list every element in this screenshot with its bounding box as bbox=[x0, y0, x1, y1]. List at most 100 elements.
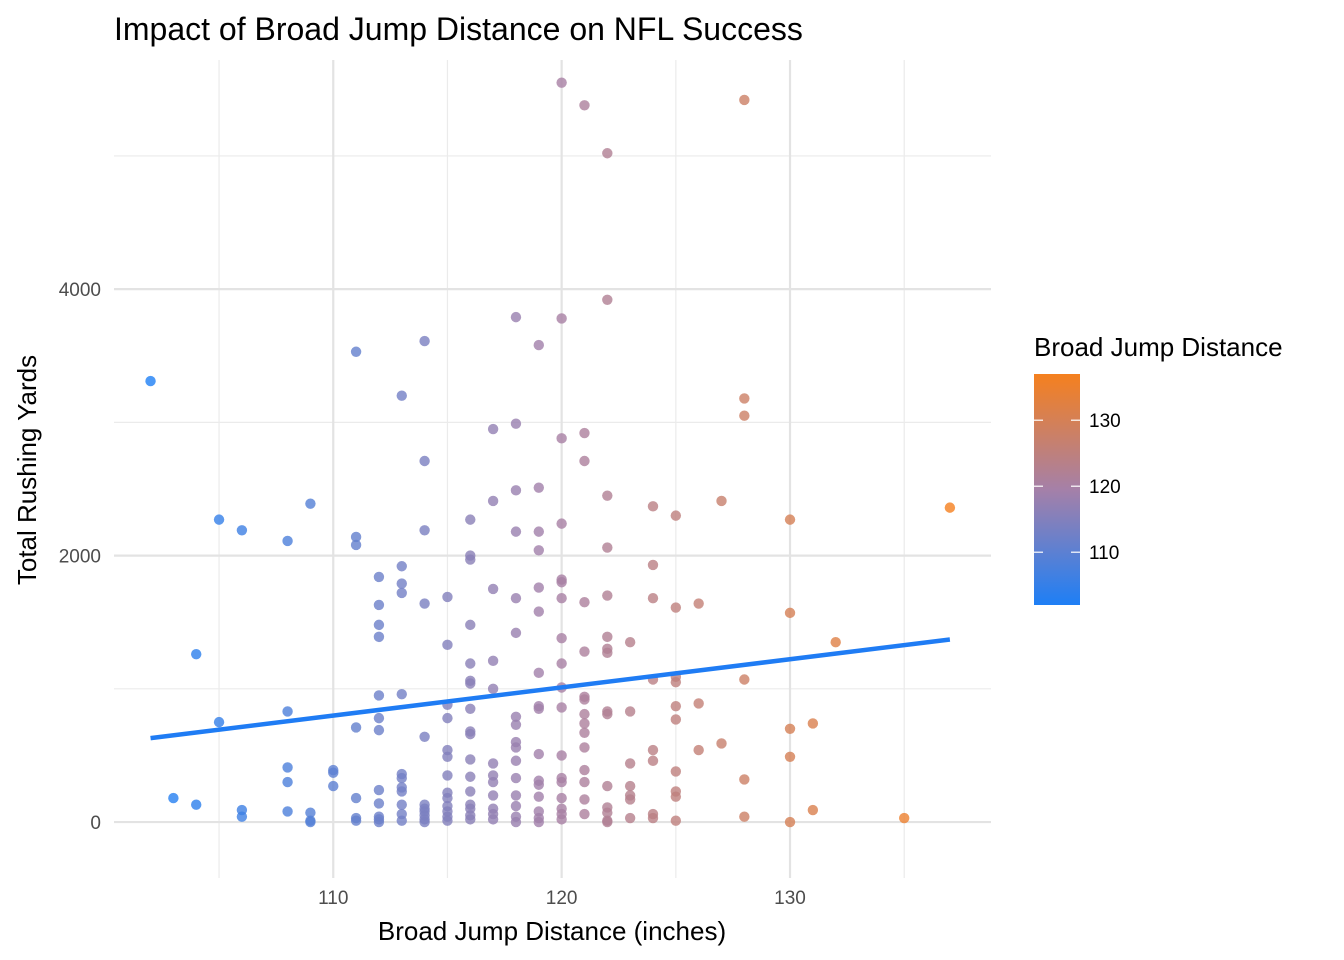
data-point bbox=[807, 718, 819, 729]
data-point bbox=[556, 792, 567, 804]
legend-title: Broad Jump Distance bbox=[1034, 332, 1283, 362]
data-point bbox=[465, 771, 476, 782]
data-point bbox=[579, 427, 590, 439]
data-point bbox=[579, 776, 590, 788]
data-point bbox=[556, 518, 567, 529]
x-tick-label: 120 bbox=[546, 888, 578, 909]
data-point bbox=[282, 535, 293, 547]
data-point bbox=[396, 390, 407, 401]
data-point bbox=[510, 311, 522, 323]
data-point bbox=[510, 526, 522, 537]
data-point bbox=[487, 495, 499, 507]
data-point bbox=[328, 767, 339, 778]
data-point bbox=[465, 703, 476, 715]
data-point bbox=[465, 754, 476, 765]
data-point bbox=[624, 794, 636, 805]
data-point bbox=[716, 495, 727, 507]
data-point bbox=[556, 814, 567, 825]
data-point bbox=[807, 804, 819, 816]
data-point bbox=[510, 627, 522, 639]
data-point bbox=[419, 731, 430, 742]
data-point bbox=[236, 811, 248, 822]
data-point bbox=[739, 674, 750, 685]
data-point bbox=[442, 770, 453, 781]
data-point bbox=[373, 631, 385, 643]
data-point bbox=[579, 794, 590, 805]
data-point bbox=[373, 712, 385, 724]
data-point bbox=[282, 806, 293, 817]
data-point bbox=[602, 816, 613, 828]
data-point bbox=[693, 744, 704, 756]
data-point bbox=[419, 598, 430, 609]
data-point bbox=[944, 502, 956, 513]
data-point bbox=[487, 655, 499, 667]
data-point bbox=[145, 375, 156, 387]
data-point bbox=[533, 791, 544, 802]
data-point bbox=[168, 792, 179, 804]
data-point bbox=[487, 814, 499, 825]
legend-colorbar bbox=[1034, 374, 1080, 605]
y-axis-ticks: 0 2000 4000 bbox=[59, 280, 101, 834]
data-point bbox=[510, 790, 522, 801]
data-point bbox=[602, 631, 613, 643]
data-point bbox=[784, 751, 796, 762]
data-point bbox=[305, 807, 316, 818]
data-point bbox=[510, 485, 522, 496]
data-point bbox=[419, 455, 430, 467]
minor-gridlines bbox=[114, 60, 991, 878]
data-point bbox=[487, 776, 499, 788]
data-point bbox=[693, 698, 704, 709]
data-point bbox=[716, 738, 727, 749]
legend-tick-label: 120 bbox=[1089, 477, 1121, 498]
data-point bbox=[624, 706, 636, 717]
data-point bbox=[899, 812, 910, 824]
data-point bbox=[624, 758, 636, 769]
data-point bbox=[533, 779, 544, 790]
data-point bbox=[556, 632, 567, 644]
data-point bbox=[556, 702, 567, 713]
data-point bbox=[442, 639, 453, 651]
data-point bbox=[602, 647, 613, 659]
data-point bbox=[624, 780, 636, 792]
data-point bbox=[556, 433, 567, 444]
data-point bbox=[556, 593, 567, 604]
chart-title: Impact of Broad Jump Distance on NFL Suc… bbox=[114, 11, 803, 47]
data-point bbox=[373, 599, 385, 611]
data-point bbox=[419, 335, 430, 347]
y-tick-label: 0 bbox=[90, 813, 101, 834]
data-point bbox=[533, 526, 544, 537]
data-point bbox=[328, 780, 339, 792]
data-point bbox=[602, 542, 613, 553]
data-point bbox=[670, 676, 682, 688]
data-point bbox=[419, 816, 430, 828]
data-point bbox=[602, 294, 613, 306]
data-point bbox=[533, 582, 544, 593]
data-point bbox=[579, 764, 590, 776]
data-point bbox=[602, 807, 613, 818]
data-point bbox=[350, 815, 362, 826]
data-point bbox=[533, 667, 544, 679]
data-point bbox=[670, 510, 682, 521]
data-point bbox=[510, 418, 522, 429]
data-point bbox=[396, 587, 407, 599]
data-point bbox=[579, 646, 590, 657]
data-point bbox=[579, 708, 590, 720]
data-point bbox=[305, 816, 316, 828]
data-point bbox=[510, 742, 522, 753]
data-point bbox=[465, 678, 476, 689]
data-point bbox=[533, 816, 544, 828]
data-point bbox=[556, 750, 567, 761]
legend-ticks: 110 120 130 bbox=[1034, 411, 1121, 564]
data-point bbox=[373, 724, 385, 736]
data-point bbox=[510, 816, 522, 828]
data-point bbox=[487, 758, 499, 769]
data-point bbox=[373, 798, 385, 809]
data-point bbox=[739, 410, 750, 421]
data-point bbox=[579, 808, 590, 820]
data-point bbox=[556, 577, 567, 588]
data-point bbox=[396, 688, 407, 700]
data-point bbox=[784, 607, 796, 619]
data-point bbox=[784, 723, 796, 734]
data-point bbox=[282, 776, 293, 788]
